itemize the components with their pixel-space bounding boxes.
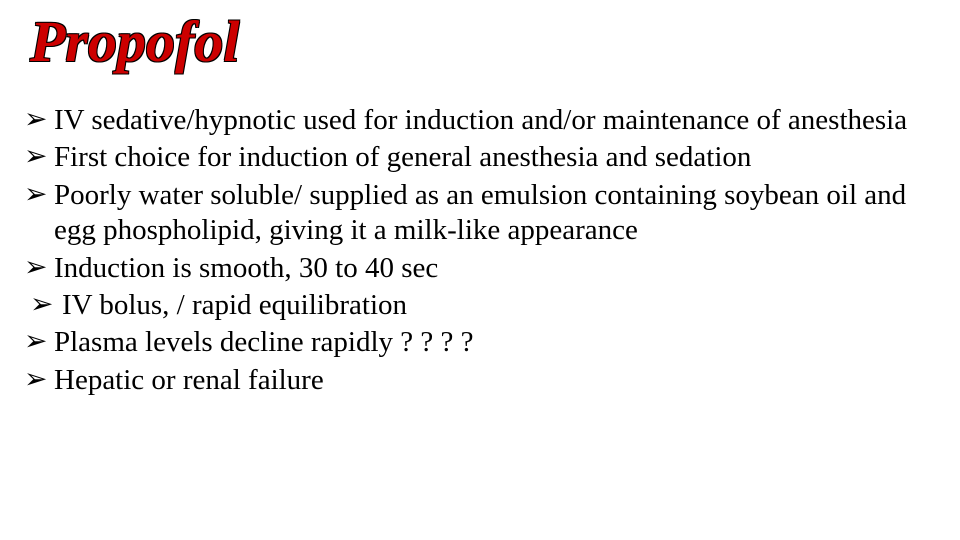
list-item: ➢ IV bolus, / rapid equilibration bbox=[24, 288, 936, 323]
list-item-text: IV bolus, / rapid equilibration bbox=[62, 289, 407, 321]
slide-title: Propofol bbox=[30, 8, 936, 75]
list-item: ➢ Induction is smooth, 30 to 40 sec bbox=[24, 251, 936, 286]
bullet-icon: ➢ bbox=[24, 140, 47, 174]
list-item: ➢ First choice for induction of general … bbox=[24, 140, 936, 175]
list-item-text: Plasma levels decline rapidly ? ? ? ? bbox=[54, 326, 474, 358]
bullet-icon: ➢ bbox=[24, 251, 47, 285]
list-item: ➢ Poorly water soluble/ supplied as an e… bbox=[24, 178, 936, 249]
bullet-icon: ➢ bbox=[24, 325, 47, 359]
list-item: ➢ IV sedative/hypnotic used for inductio… bbox=[24, 103, 936, 138]
list-item: ➢ Hepatic or renal failure bbox=[24, 363, 936, 398]
list-item-text: IV sedative/hypnotic used for induction … bbox=[54, 104, 907, 136]
bullet-icon: ➢ bbox=[24, 363, 47, 397]
list-item-text: Induction is smooth, 30 to 40 sec bbox=[54, 252, 438, 284]
list-item: ➢ Plasma levels decline rapidly ? ? ? ? bbox=[24, 325, 936, 360]
list-item-text: Poorly water soluble/ supplied as an emu… bbox=[54, 179, 906, 246]
bullet-icon: ➢ bbox=[24, 103, 47, 137]
bullet-icon: ➢ bbox=[24, 178, 47, 212]
bullet-icon: ➢ bbox=[30, 288, 53, 322]
list-item-text: Hepatic or renal failure bbox=[54, 364, 324, 396]
bullet-list: ➢ IV sedative/hypnotic used for inductio… bbox=[24, 103, 936, 398]
list-item-text: First choice for induction of general an… bbox=[54, 141, 751, 173]
